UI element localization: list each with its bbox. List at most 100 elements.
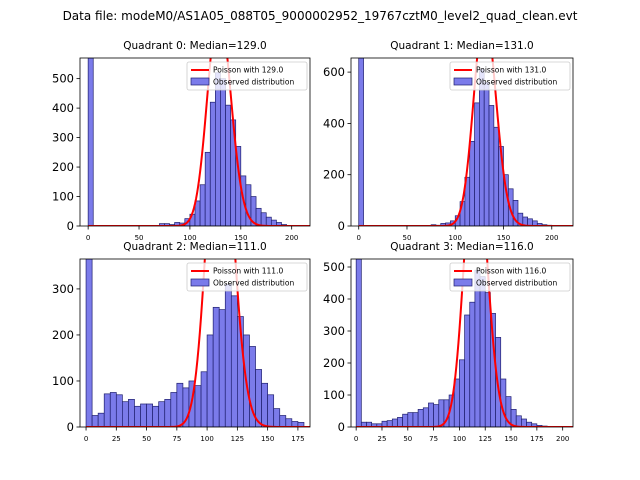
quadrant-1-hist-bar	[358, 58, 364, 226]
quadrant-3-hist-bar	[433, 404, 440, 427]
quadrant-3-ytick-label: 500	[323, 260, 345, 274]
legend-box	[449, 262, 571, 292]
quadrant-0-xtick-label: 150	[234, 234, 247, 242]
quadrant-2-xtick-label: 75	[172, 435, 181, 443]
quadrant-2-xtick-label: 100	[200, 435, 213, 443]
legend-observed-label: Observed distribution	[213, 279, 294, 288]
quadrant-3-xtick-label: 50	[403, 435, 412, 443]
quadrant-2-hist-bar	[152, 405, 160, 427]
quadrant-2-ytick-label: 100	[52, 374, 74, 388]
quadrant-2-hist-bar	[91, 415, 99, 427]
legend-observed-label: Observed distribution	[476, 78, 557, 87]
quadrant-3-hist-bar	[474, 269, 481, 427]
quadrant-2-hist-bar	[206, 334, 214, 427]
quadrant-2-hist-bar	[200, 371, 208, 427]
quadrant-0-xtick-label: 100	[183, 234, 196, 242]
quadrant-0-ytick-label: 100	[52, 190, 74, 204]
quadrant-3-xtick-label: 25	[378, 435, 387, 443]
quadrant-1-hist-bar	[474, 102, 480, 226]
quadrant-3-hist-bar	[417, 409, 424, 427]
quadrant-3-hist-bar	[484, 292, 491, 427]
quadrant-3-xtick-label: 200	[556, 435, 569, 443]
legend-box	[449, 61, 571, 91]
quadrant-0-panel: Quadrant 0: Median=129.00100200300400500…	[52, 40, 311, 242]
quadrant-3-ytick-label: 400	[323, 292, 345, 306]
quadrant-2-hist-bar	[85, 259, 93, 427]
quadrant-3-hist-bar	[469, 301, 476, 427]
quadrant-0-xtick-label: 0	[86, 234, 90, 242]
quadrant-0-hist-bar	[209, 101, 216, 226]
quadrant-1-legend: Poisson with 131.0 Observed distribution	[449, 61, 571, 91]
quadrant-2-hist-bar	[115, 394, 123, 427]
quadrant-0-ytick-label: 200	[52, 160, 74, 174]
quadrant-2-hist-bar	[146, 403, 153, 427]
quadrant-2-hist-bar	[97, 412, 105, 427]
legend-bar-swatch	[453, 77, 473, 86]
quadrant-2-ytick-label: 300	[52, 282, 74, 296]
legend-bar-swatch	[190, 77, 210, 86]
quadrant-1-ytick-label: 600	[323, 65, 345, 79]
quadrant-2-hist-bar	[170, 392, 178, 427]
quadrant-3-xtick-label: 0	[354, 435, 358, 443]
quadrant-2-xtick-label: 50	[142, 435, 151, 443]
quadrant-0-xtick-label: 50	[135, 234, 144, 242]
quadrant-1-hist-bar	[493, 126, 500, 226]
quadrant-1-hist-bar	[488, 105, 495, 226]
quadrant-2-xtick-label: 0	[84, 435, 88, 443]
legend-bar-swatch	[453, 278, 473, 287]
quadrant-1-hist-bar	[479, 69, 485, 226]
quadrant-2-xtick-label: 125	[231, 435, 244, 443]
quadrant-3-ytick-label: 300	[323, 324, 345, 338]
quadrant-0-axes-frame	[79, 57, 311, 227]
quadrant-2-legend: Poisson with 111.0 Observed distribution	[186, 262, 308, 292]
quadrant-1-title: Quadrant 1: Median=131.0	[390, 40, 533, 52]
quadrant-3-title: Quadrant 3: Median=116.0	[390, 241, 533, 253]
quadrant-2-xtick-label: 175	[291, 435, 304, 443]
quadrant-2-hist-bar	[164, 399, 172, 427]
quadrant-2-hist-bar	[140, 403, 147, 427]
quadrant-0-hist-bar	[225, 104, 231, 226]
quadrant-0-title: Quadrant 0: Median=129.0	[123, 40, 266, 52]
quadrant-0-hist-bar	[265, 216, 272, 226]
quadrant-3-hist-bar	[428, 402, 434, 427]
quadrant-3-hist-bar	[464, 314, 471, 427]
quadrant-3-hist-bar	[412, 412, 419, 427]
quadrant-2-hist-bar	[109, 392, 117, 427]
quadrant-2-hist-bar	[212, 306, 220, 427]
legend-box	[186, 262, 308, 292]
quadrant-2-title: Quadrant 2: Median=111.0	[123, 241, 266, 253]
quadrant-3-hist-bar	[402, 413, 409, 427]
quadrant-1-xtick-label: 0	[356, 234, 360, 242]
legend-bar-swatch	[190, 278, 210, 287]
figure-title: Data file: modeM0/AS1A05_088T05_90000029…	[63, 9, 578, 23]
quadrant-1-panel: Quadrant 1: Median=131.0 0 200 400 600 0 50 100…	[323, 40, 574, 242]
quadrant-2-hist-bar	[122, 401, 129, 427]
quadrant-1-xtick-label: 50	[403, 234, 412, 242]
legend-box	[186, 61, 308, 91]
quadrant-2-hist-bar	[279, 415, 287, 427]
legend-observed-label: Observed distribution	[213, 78, 294, 87]
quadrant-0-ytick-label: 0	[67, 219, 74, 233]
quadrant-2-hist-bar	[103, 393, 111, 427]
quadrant-3-hist-bar	[515, 415, 522, 427]
legend-observed-label: Observed distribution	[476, 279, 557, 288]
quadrant-1-xtick-label: 100	[449, 234, 462, 242]
legend-poisson-label: Poisson with 111.0	[213, 267, 283, 276]
quadrant-0-ytick-label: 300	[52, 131, 74, 145]
quadrant-0-hist-bar	[87, 58, 94, 226]
quadrant-3-ytick-label: 0	[338, 420, 345, 434]
quadrant-0-hist-bar	[199, 184, 206, 226]
quadrant-3-hist-bar	[355, 259, 362, 427]
quadrant-2-hist-bar	[267, 394, 275, 427]
quadrant-0-xtick-label: 200	[285, 234, 298, 242]
quadrant-2-hist-bar	[194, 385, 202, 427]
quadrant-2-hist-bar	[218, 309, 226, 427]
quadrant-3-xtick-label: 75	[429, 435, 438, 443]
quadrant-2-xtick-label: 25	[112, 435, 121, 443]
legend-poisson-label: Poisson with 116.0	[476, 267, 546, 276]
quadrant-1-xtick-label: 150	[497, 234, 510, 242]
quadrant-2-plot-area	[85, 259, 310, 427]
quadrant-2-axes-frame	[79, 258, 311, 428]
quadrant-2-hist-bar	[128, 399, 135, 427]
quadrant-2-hist-bar	[134, 405, 141, 427]
